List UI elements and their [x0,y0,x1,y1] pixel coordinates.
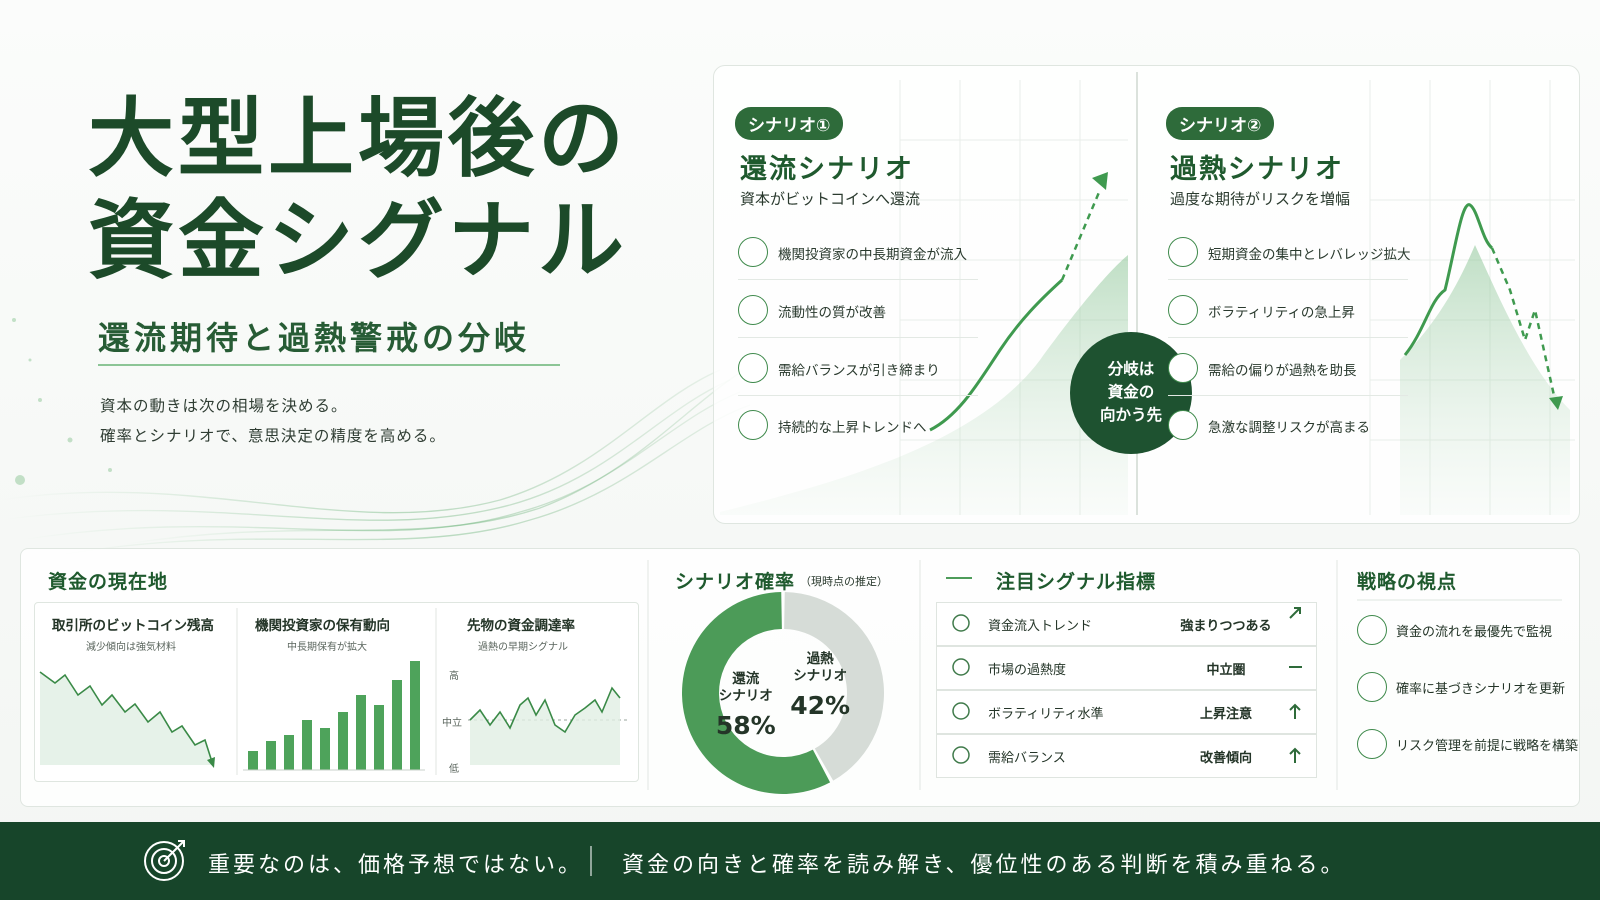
title-line: 資金シグナル [88,191,628,291]
axis-label: 低 [449,764,459,775]
item-icon [1168,295,1198,325]
body-text: 資本の動きは次の相場を決める。 [100,397,348,415]
scenario-item: ボラティリティの急上昇 [1208,305,1355,321]
signal-row [936,734,1317,778]
scenario-item: 流動性の質が改善 [778,305,886,321]
item-icon [738,353,768,383]
item-divider [1168,279,1408,280]
axis-label: 中立 [442,718,462,729]
scenario-item: 需給の偏りが過熱を助長 [1208,363,1357,379]
mini-chart-title: 取引所のビットコイン残高 [52,618,214,634]
item-divider [1168,395,1408,396]
signal-status: 上昇注意 [1199,707,1253,722]
signal-name: ボラティリティ水準 [988,707,1104,722]
strategy-item: 確率に基づきシナリオを更新 [1396,682,1566,697]
mini-chart-title: 先物の資金調達率 [467,618,575,634]
title-line: 大型上場後の [88,89,628,189]
chart-title: シナリオ確率 [675,571,796,593]
signal-status: 中立圏 [1206,663,1246,678]
branch-line: 資金の [1107,383,1155,401]
item-icon [738,237,768,267]
mini-chart-note: 過熱の早期シグナル [478,642,568,653]
strategy-icon [1357,672,1387,702]
scenario-title: 過熱シナリオ [1170,154,1344,185]
strategy-icon [1357,615,1387,645]
item-divider [738,279,978,280]
item-icon [1168,353,1198,383]
mini-chart-note: 減少傾向は強気材料 [86,642,176,653]
scenario-badge: シナリオ① [735,107,844,140]
item-divider [738,337,978,338]
branch-line: 向かう先 [1099,406,1162,424]
scenario-item: 短期資金の集中とレバレッジ拡大 [1208,247,1411,263]
signal-name: 市場の過熱度 [988,663,1067,678]
signal-row [936,690,1317,734]
scenario-title: 還流シナリオ [740,154,914,185]
item-divider [1168,337,1408,338]
footer [0,822,1600,900]
donut-segment [681,592,831,794]
trend-arrow [1289,607,1301,619]
section-title: 注目シグナル指標 [996,571,1157,593]
segment-label: 過熱 シナリオ [793,651,848,685]
scenario-subtitle: 過度な期待がリスクを増幅 [1170,190,1351,208]
body-text: 確率とシナリオで、意思決定の精度を高める。 [100,427,446,445]
strategy-item: リスク管理を前提に戦略を構築 [1396,739,1579,754]
strategy-icon [1357,729,1387,759]
item-icon [1168,237,1198,267]
signal-row [936,602,1317,646]
donut-segment [784,592,884,781]
value-label: 58% [715,710,776,740]
item-divider [738,395,978,396]
item-icon [1168,410,1198,440]
mini-chart-note: 中長期保有が拡大 [287,642,367,653]
signal-icon [952,658,970,676]
axis-label: 高 [449,671,459,682]
branch-label: 分岐は 資金の 向かう先 [1070,358,1192,427]
section-title: 戦略の視点 [1357,571,1458,593]
segment-label: 還流 シナリオ [718,670,773,704]
footer-text: 資金の向きと確率を読み解き、優位性のある判断を積み重ねる。 [622,853,1346,878]
section-title: 資金の現在地 [48,571,169,593]
signal-name: 資金流入トレンド [988,619,1093,634]
scenario-item: 需給バランスが引き締まり [778,363,940,379]
branch-line: 分岐は [1107,360,1155,378]
signal-status: 改善傾向 [1199,751,1253,766]
footer-text: 重要なのは、価格予想ではない。 [208,853,584,878]
strategy-item: 資金の流れを最優先で監視 [1396,625,1553,640]
signal-icon [952,746,970,764]
signal-icon [952,614,970,632]
scenario-subtitle: 資本がビットコインへ還流 [740,190,921,208]
scenario-item: 機関投資家の中長期資金が流入 [778,247,967,263]
scenario-item: 持続的な上昇トレンドへ [778,420,927,436]
item-icon [738,410,768,440]
item-icon [738,295,768,325]
mini-chart-title: 機関投資家の保有動向 [255,618,390,634]
chart-subtitle: （現時点の推定） [800,575,888,588]
scenario-item: 急激な調整リスクが高まる [1208,420,1370,436]
signal-status: 強まりつつある [1180,619,1272,634]
value-label: 42% [790,691,851,721]
subtitle: 還流期待と過熱警戒の分岐 [98,319,531,357]
signal-name: 需給バランス [988,751,1066,766]
signal-row [936,646,1317,690]
signal-icon [952,702,970,720]
trend-arrow [1289,747,1301,763]
trend-arrow [1289,703,1301,719]
scenario-badge: シナリオ② [1166,107,1275,140]
